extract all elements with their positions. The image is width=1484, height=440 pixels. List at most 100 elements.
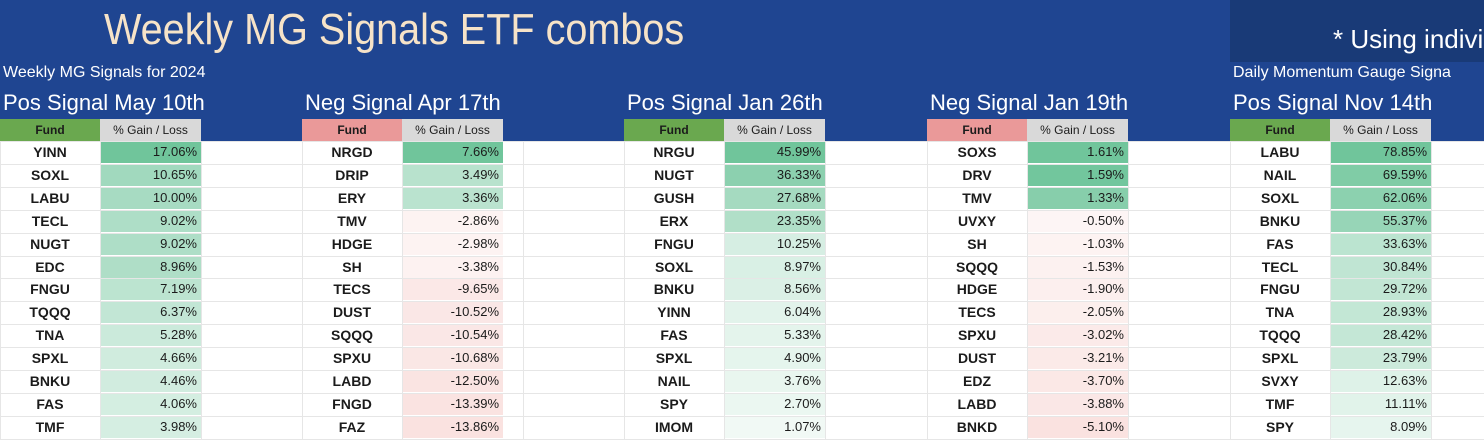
fund-cell[interactable]: SOXS: [957, 144, 997, 160]
gain-cell[interactable]: 10.65%: [100, 164, 201, 186]
gain-cell[interactable]: -0.50%: [1027, 210, 1128, 232]
gain-cell[interactable]: -2.86%: [402, 210, 503, 232]
fund-cell[interactable]: FNGU: [654, 236, 694, 252]
gain-cell[interactable]: 5.28%: [100, 324, 201, 346]
fund-cell[interactable]: LABU: [1260, 144, 1300, 160]
fund-cell[interactable]: NAIL: [1263, 167, 1297, 183]
fund-cell[interactable]: UVXY: [957, 213, 997, 229]
gain-cell[interactable]: 4.90%: [724, 347, 825, 369]
gain-cell[interactable]: -2.05%: [1027, 301, 1128, 323]
gain-cell[interactable]: 2.70%: [724, 393, 825, 415]
gain-cell[interactable]: 30.84%: [1330, 256, 1431, 278]
gain-cell[interactable]: 12.63%: [1330, 370, 1431, 392]
gain-cell[interactable]: 4.66%: [100, 347, 201, 369]
gain-cell[interactable]: -3.88%: [1027, 393, 1128, 415]
gain-cell[interactable]: 8.97%: [724, 256, 825, 278]
fund-cell[interactable]: FAS: [660, 327, 688, 343]
gain-cell[interactable]: 8.56%: [724, 278, 825, 300]
gain-cell[interactable]: -1.03%: [1027, 233, 1128, 255]
fund-cell[interactable]: BNKU: [1259, 213, 1301, 229]
gain-cell[interactable]: 27.68%: [724, 187, 825, 209]
gain-cell[interactable]: -12.50%: [402, 370, 503, 392]
gain-cell[interactable]: 6.04%: [724, 301, 825, 323]
fund-cell[interactable]: TECS: [958, 304, 996, 320]
column-header-gain[interactable]: % Gain / Loss: [402, 119, 503, 141]
fund-cell[interactable]: NUGT: [30, 236, 70, 252]
gain-cell[interactable]: 69.59%: [1330, 164, 1431, 186]
fund-cell[interactable]: DRV: [962, 167, 992, 183]
gain-cell[interactable]: 3.98%: [100, 416, 201, 438]
fund-cell[interactable]: DUST: [957, 350, 997, 366]
gain-cell[interactable]: 7.19%: [100, 278, 201, 300]
fund-cell[interactable]: SPXU: [957, 327, 997, 343]
gain-cell[interactable]: 9.02%: [100, 233, 201, 255]
fund-cell[interactable]: TECL: [31, 213, 69, 229]
gain-cell[interactable]: 78.85%: [1330, 141, 1431, 163]
fund-cell[interactable]: NRGU: [653, 144, 695, 160]
fund-cell[interactable]: TMV: [337, 213, 367, 229]
gain-cell[interactable]: 1.07%: [724, 416, 825, 438]
fund-cell[interactable]: SPY: [659, 396, 688, 412]
gain-cell[interactable]: 33.63%: [1330, 233, 1431, 255]
column-header-fund[interactable]: Fund: [302, 119, 402, 141]
fund-cell[interactable]: TNA: [35, 327, 65, 343]
fund-cell[interactable]: SPXL: [655, 350, 693, 366]
gain-cell[interactable]: 1.59%: [1027, 164, 1128, 186]
gain-cell[interactable]: -1.53%: [1027, 256, 1128, 278]
fund-cell[interactable]: HDGE: [331, 236, 373, 252]
fund-cell[interactable]: SVXY: [1261, 373, 1299, 389]
gain-cell[interactable]: 36.33%: [724, 164, 825, 186]
gain-cell[interactable]: 23.35%: [724, 210, 825, 232]
fund-cell[interactable]: YINN: [33, 144, 67, 160]
gain-cell[interactable]: 4.06%: [100, 393, 201, 415]
fund-cell[interactable]: HDGE: [956, 281, 998, 297]
fund-cell[interactable]: TMF: [35, 419, 65, 435]
gain-cell[interactable]: 29.72%: [1330, 278, 1431, 300]
fund-cell[interactable]: NRGD: [331, 144, 373, 160]
column-header-fund[interactable]: Fund: [927, 119, 1027, 141]
gain-cell[interactable]: -3.38%: [402, 256, 503, 278]
column-header-gain[interactable]: % Gain / Loss: [724, 119, 825, 141]
gain-cell[interactable]: 3.76%: [724, 370, 825, 392]
fund-cell[interactable]: IMOM: [654, 419, 694, 435]
fund-cell[interactable]: SOXL: [30, 167, 70, 183]
gain-cell[interactable]: 3.49%: [402, 164, 503, 186]
gain-cell[interactable]: -9.65%: [402, 278, 503, 300]
gain-cell[interactable]: 6.37%: [100, 301, 201, 323]
gain-cell[interactable]: 7.66%: [402, 141, 503, 163]
column-header-gain[interactable]: % Gain / Loss: [100, 119, 201, 141]
fund-cell[interactable]: TECS: [333, 281, 371, 297]
fund-cell[interactable]: FNGU: [1260, 281, 1300, 297]
fund-cell[interactable]: FNGU: [30, 281, 70, 297]
fund-cell[interactable]: BNKU: [29, 373, 71, 389]
fund-cell[interactable]: BNKU: [653, 281, 695, 297]
fund-cell[interactable]: FAS: [1266, 236, 1294, 252]
fund-cell[interactable]: SPY: [1265, 419, 1294, 435]
fund-cell[interactable]: YINN: [657, 304, 691, 320]
gain-cell[interactable]: -3.21%: [1027, 347, 1128, 369]
gain-cell[interactable]: 55.37%: [1330, 210, 1431, 232]
fund-cell[interactable]: NAIL: [657, 373, 691, 389]
gain-cell[interactable]: 11.11%: [1330, 393, 1431, 415]
fund-cell[interactable]: DUST: [332, 304, 372, 320]
gain-cell[interactable]: -10.52%: [402, 301, 503, 323]
gain-cell[interactable]: 17.06%: [100, 141, 201, 163]
gain-cell[interactable]: 10.00%: [100, 187, 201, 209]
fund-cell[interactable]: SOXL: [654, 259, 694, 275]
gain-cell[interactable]: -2.98%: [402, 233, 503, 255]
fund-cell[interactable]: LABD: [332, 373, 372, 389]
column-header-gain[interactable]: % Gain / Loss: [1027, 119, 1128, 141]
fund-cell[interactable]: FAZ: [338, 419, 366, 435]
gain-cell[interactable]: -13.39%: [402, 393, 503, 415]
fund-cell[interactable]: EDZ: [963, 373, 991, 389]
column-header-fund[interactable]: Fund: [1230, 119, 1330, 141]
fund-cell[interactable]: SH: [967, 236, 987, 252]
fund-cell[interactable]: TNA: [1265, 304, 1295, 320]
gain-cell[interactable]: -10.54%: [402, 324, 503, 346]
gain-cell[interactable]: 1.33%: [1027, 187, 1128, 209]
fund-cell[interactable]: FAS: [36, 396, 64, 412]
gain-cell[interactable]: -3.02%: [1027, 324, 1128, 346]
fund-cell[interactable]: EDC: [35, 259, 65, 275]
gain-cell[interactable]: -5.10%: [1027, 416, 1128, 438]
gain-cell[interactable]: 62.06%: [1330, 187, 1431, 209]
